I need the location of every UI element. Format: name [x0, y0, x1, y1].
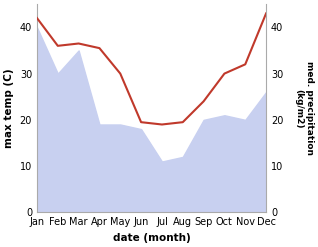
Y-axis label: med. precipitation
(kg/m2): med. precipitation (kg/m2) — [294, 61, 314, 155]
Y-axis label: max temp (C): max temp (C) — [4, 68, 14, 148]
X-axis label: date (month): date (month) — [113, 233, 190, 243]
